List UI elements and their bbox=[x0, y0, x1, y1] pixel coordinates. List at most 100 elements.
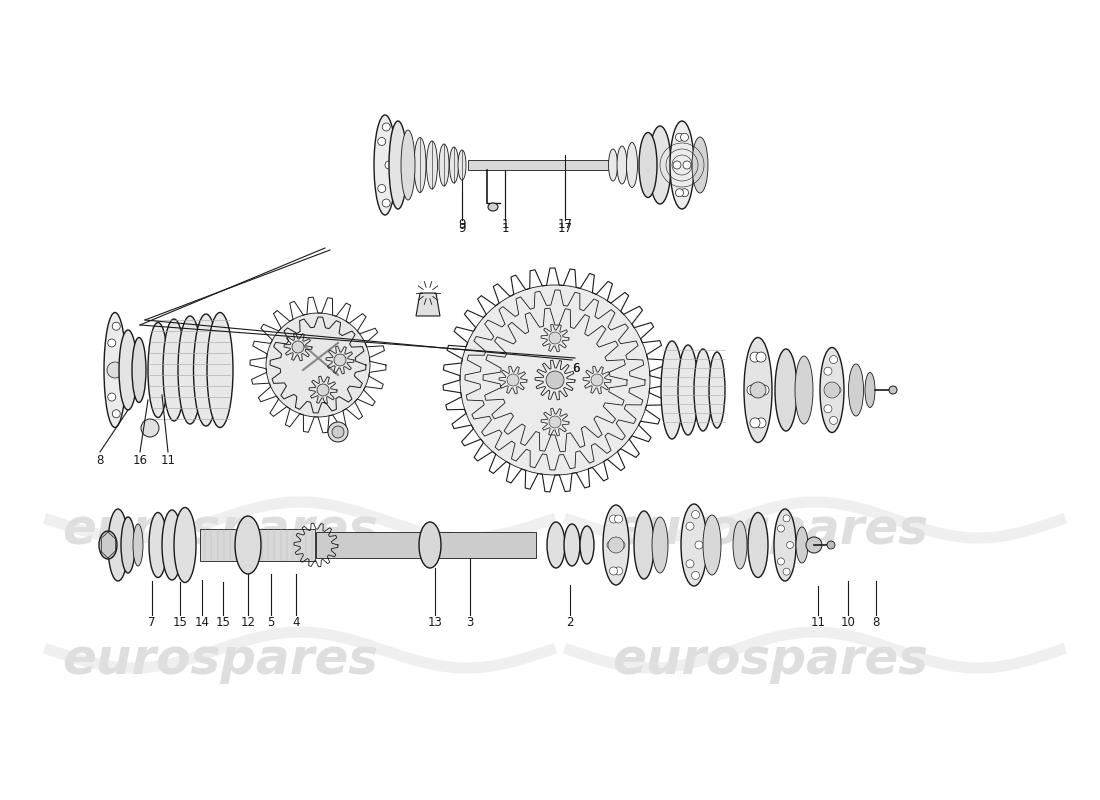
Bar bbox=[468, 160, 613, 170]
Circle shape bbox=[692, 510, 700, 518]
Circle shape bbox=[750, 352, 760, 362]
Circle shape bbox=[609, 567, 617, 575]
Polygon shape bbox=[416, 293, 440, 316]
Circle shape bbox=[116, 366, 123, 374]
Ellipse shape bbox=[163, 319, 185, 421]
Ellipse shape bbox=[694, 349, 712, 431]
Circle shape bbox=[377, 138, 386, 146]
Text: 9: 9 bbox=[459, 222, 465, 234]
Ellipse shape bbox=[402, 130, 415, 200]
Bar bbox=[200, 529, 315, 561]
Ellipse shape bbox=[99, 531, 117, 559]
Text: 5: 5 bbox=[267, 617, 275, 630]
Circle shape bbox=[591, 374, 603, 386]
Ellipse shape bbox=[820, 347, 844, 433]
Circle shape bbox=[683, 161, 691, 169]
Ellipse shape bbox=[661, 341, 683, 439]
Ellipse shape bbox=[488, 203, 498, 211]
Ellipse shape bbox=[133, 524, 143, 566]
Ellipse shape bbox=[733, 521, 747, 569]
Text: 17: 17 bbox=[558, 222, 572, 234]
Circle shape bbox=[382, 199, 390, 207]
Text: 7: 7 bbox=[148, 617, 156, 630]
Circle shape bbox=[112, 410, 120, 418]
Circle shape bbox=[756, 352, 766, 362]
Ellipse shape bbox=[865, 373, 874, 407]
Circle shape bbox=[608, 537, 624, 553]
Circle shape bbox=[681, 134, 689, 142]
Circle shape bbox=[382, 123, 390, 131]
Circle shape bbox=[549, 332, 561, 344]
Text: 10: 10 bbox=[840, 617, 856, 630]
Ellipse shape bbox=[670, 121, 694, 209]
Ellipse shape bbox=[460, 285, 650, 475]
Ellipse shape bbox=[178, 316, 202, 424]
Ellipse shape bbox=[649, 126, 671, 204]
Ellipse shape bbox=[458, 150, 466, 180]
Ellipse shape bbox=[235, 516, 261, 574]
Circle shape bbox=[507, 374, 519, 386]
Ellipse shape bbox=[710, 352, 725, 428]
Text: 17: 17 bbox=[558, 218, 572, 230]
Text: 1: 1 bbox=[502, 222, 508, 234]
Text: 2: 2 bbox=[566, 617, 574, 630]
Ellipse shape bbox=[580, 526, 594, 564]
Text: 15: 15 bbox=[216, 617, 230, 630]
Circle shape bbox=[783, 568, 790, 575]
Circle shape bbox=[824, 382, 840, 398]
Circle shape bbox=[607, 541, 615, 549]
Ellipse shape bbox=[547, 522, 565, 568]
Circle shape bbox=[317, 384, 329, 396]
Circle shape bbox=[385, 161, 393, 169]
Circle shape bbox=[695, 541, 703, 549]
Ellipse shape bbox=[603, 505, 629, 585]
Text: eurospares: eurospares bbox=[62, 636, 378, 684]
Ellipse shape bbox=[148, 322, 168, 418]
Circle shape bbox=[615, 567, 623, 575]
Text: 3: 3 bbox=[466, 617, 474, 630]
Circle shape bbox=[673, 161, 681, 169]
Circle shape bbox=[686, 522, 694, 530]
Ellipse shape bbox=[194, 314, 219, 426]
Bar bbox=[316, 532, 536, 558]
Circle shape bbox=[829, 355, 837, 363]
Text: 14: 14 bbox=[195, 617, 209, 630]
Ellipse shape bbox=[652, 517, 668, 573]
Circle shape bbox=[112, 322, 120, 330]
Circle shape bbox=[609, 515, 617, 523]
Ellipse shape bbox=[419, 522, 441, 568]
Ellipse shape bbox=[744, 338, 772, 442]
Ellipse shape bbox=[703, 515, 720, 575]
Text: 6: 6 bbox=[572, 362, 580, 375]
Text: 8: 8 bbox=[97, 454, 103, 466]
Ellipse shape bbox=[681, 504, 707, 586]
Circle shape bbox=[759, 385, 769, 395]
Ellipse shape bbox=[796, 527, 808, 563]
Ellipse shape bbox=[634, 511, 654, 579]
Ellipse shape bbox=[121, 517, 135, 573]
Ellipse shape bbox=[450, 147, 459, 183]
Ellipse shape bbox=[132, 338, 146, 402]
Ellipse shape bbox=[174, 507, 196, 582]
Circle shape bbox=[108, 393, 115, 401]
Ellipse shape bbox=[414, 138, 426, 193]
Circle shape bbox=[328, 422, 348, 442]
Ellipse shape bbox=[692, 137, 708, 193]
Text: 9: 9 bbox=[459, 218, 465, 230]
Circle shape bbox=[332, 426, 344, 438]
Circle shape bbox=[824, 405, 832, 413]
Ellipse shape bbox=[266, 313, 370, 417]
Ellipse shape bbox=[439, 144, 449, 186]
Circle shape bbox=[750, 418, 760, 428]
Circle shape bbox=[747, 385, 757, 395]
Circle shape bbox=[778, 525, 784, 532]
Circle shape bbox=[686, 560, 694, 568]
Circle shape bbox=[778, 558, 784, 565]
Text: 13: 13 bbox=[428, 617, 442, 630]
Text: 4: 4 bbox=[293, 617, 299, 630]
Circle shape bbox=[756, 418, 766, 428]
Text: 11: 11 bbox=[811, 617, 825, 630]
Text: 11: 11 bbox=[161, 454, 176, 466]
Text: eurospares: eurospares bbox=[62, 506, 378, 554]
Circle shape bbox=[806, 537, 822, 553]
